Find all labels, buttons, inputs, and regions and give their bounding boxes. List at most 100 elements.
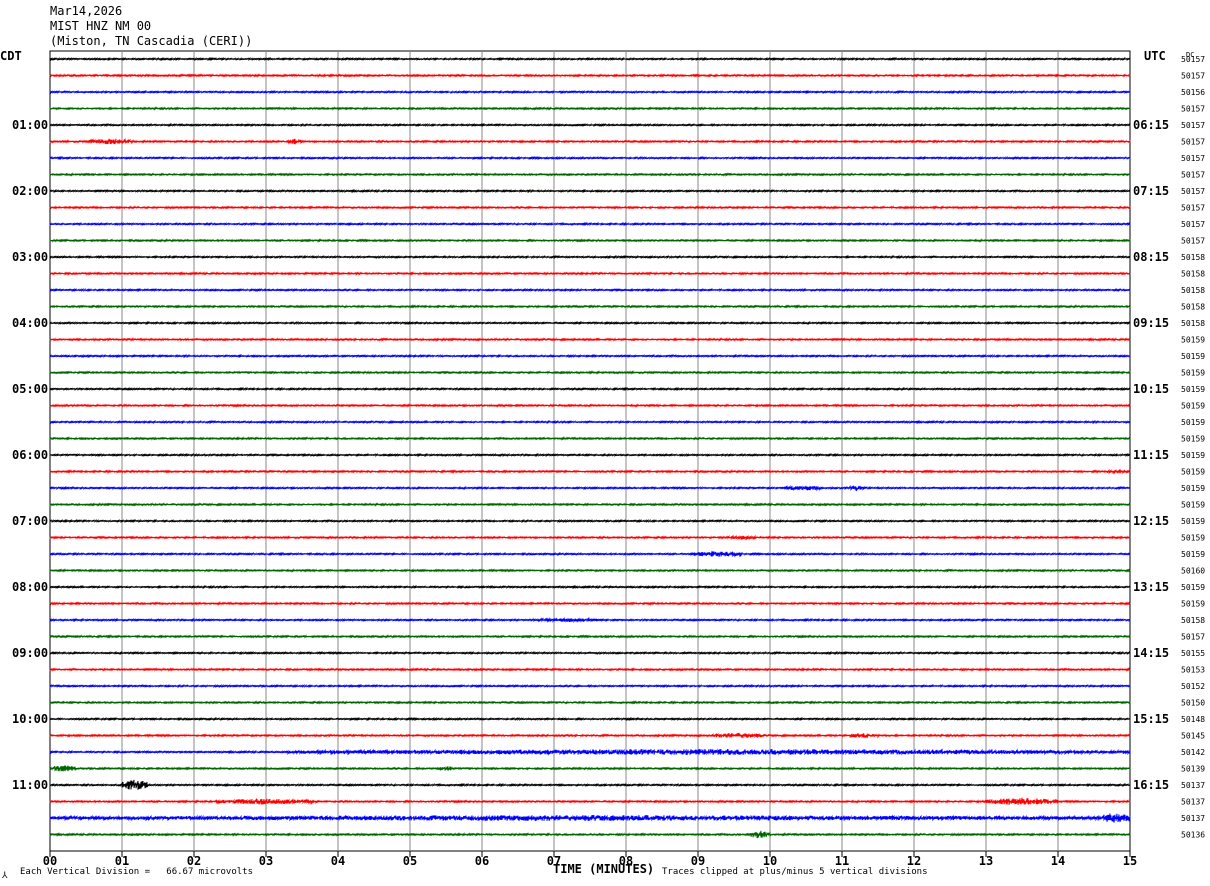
- seismic-trace: [49, 221, 1131, 227]
- right-hour-label: 16:15: [1133, 778, 1169, 792]
- seismic-trace: [49, 550, 1131, 558]
- dc-offset-label: 50155: [1181, 649, 1205, 658]
- dc-offset-label: 50137: [1181, 781, 1205, 790]
- seismic-trace: [49, 732, 1131, 739]
- x-tick-label: 04: [331, 854, 345, 868]
- x-tick-label: 11: [835, 854, 849, 868]
- seismic-trace: [49, 304, 1131, 309]
- dc-offset-label: 50145: [1181, 732, 1205, 741]
- plot-title: MIST HNZ NM 00: [50, 19, 152, 33]
- seismic-trace: [49, 584, 1131, 590]
- right-hour-label: 07:15: [1133, 184, 1169, 198]
- seismic-trace: [49, 830, 1131, 839]
- seismic-trace: [49, 56, 1131, 62]
- dc-offset-label: 50157: [1181, 633, 1205, 642]
- x-tick-label: 07: [547, 854, 561, 868]
- seismic-trace: [49, 502, 1131, 507]
- seismic-trace: [49, 650, 1131, 656]
- x-tick-label: 03: [259, 854, 273, 868]
- dc-offset-label: 50157: [1181, 121, 1205, 130]
- seismic-trace: [49, 534, 1131, 541]
- seismic-trace: [49, 353, 1131, 359]
- x-tick-label: 15: [1123, 854, 1137, 868]
- seismic-trace: [49, 205, 1131, 210]
- dc-offset-label: 50159: [1181, 336, 1205, 345]
- dc-offset-label: 50159: [1181, 501, 1205, 510]
- dc-offset-label: 50158: [1181, 319, 1205, 328]
- dc-offset-label: 50157: [1181, 220, 1205, 229]
- dc-offset-label: 50159: [1181, 517, 1205, 526]
- right-timezone-label: UTC: [1144, 49, 1166, 63]
- seismic-trace: [49, 813, 1131, 823]
- seismic-trace: [49, 484, 1131, 492]
- x-tick-label: 12: [907, 854, 921, 868]
- left-hour-label: 04:00: [12, 316, 48, 330]
- seismic-trace: [49, 765, 1131, 772]
- dc-offset-label: 50159: [1181, 468, 1205, 477]
- left-hour-label: 07:00: [12, 514, 48, 528]
- seismic-trace: [49, 748, 1131, 756]
- dc-offset-label: 50159: [1181, 583, 1205, 592]
- left-hour-label: 06:00: [12, 448, 48, 462]
- dc-offset-label: 50159: [1181, 451, 1205, 460]
- x-tick-label: 06: [475, 854, 489, 868]
- dc-offset-label: 50159: [1181, 484, 1205, 493]
- x-tick-label: 05: [403, 854, 417, 868]
- left-timezone-label: CDT: [0, 49, 22, 63]
- right-hour-label: 09:15: [1133, 316, 1169, 330]
- dc-offset-label: 50158: [1181, 303, 1205, 312]
- x-tick-label: 08: [619, 854, 633, 868]
- seismic-trace: [49, 172, 1131, 177]
- dc-offset-label: 50157: [1181, 55, 1205, 64]
- x-tick-label: 02: [187, 854, 201, 868]
- seismic-trace: [49, 667, 1131, 672]
- dc-offset-label: 50157: [1181, 237, 1205, 246]
- dc-offset-label: 50159: [1181, 600, 1205, 609]
- left-hour-label: 08:00: [12, 580, 48, 594]
- seismic-trace: [49, 468, 1131, 475]
- seismic-trace: [49, 386, 1131, 392]
- x-axis-label: TIME (MINUTES): [553, 862, 655, 876]
- dc-offset-label: 50157: [1181, 204, 1205, 213]
- seismic-trace: [49, 700, 1131, 705]
- dc-offset-label: 50152: [1181, 682, 1205, 691]
- x-tick-label: 01: [115, 854, 129, 868]
- x-tick-label: 10: [763, 854, 777, 868]
- dc-offset-label: 50160: [1181, 567, 1205, 576]
- x-tick-label: 09: [691, 854, 705, 868]
- dc-offset-label: 50159: [1181, 435, 1205, 444]
- left-hour-label: 03:00: [12, 250, 48, 264]
- right-hour-label: 13:15: [1133, 580, 1169, 594]
- dc-offset-label: 50157: [1181, 138, 1205, 147]
- dc-offset-label: 50159: [1181, 369, 1205, 378]
- seismic-trace: [49, 89, 1131, 95]
- seismic-trace: [49, 320, 1131, 326]
- dc-offset-label: 50158: [1181, 616, 1205, 625]
- dc-offset-label: 50157: [1181, 72, 1205, 81]
- dc-offset-label: 50142: [1181, 748, 1205, 757]
- dc-offset-label: 50158: [1181, 270, 1205, 279]
- dc-offset-label: 50158: [1181, 286, 1205, 295]
- seismic-trace: [49, 403, 1131, 408]
- seismic-trace: [49, 254, 1131, 260]
- plot-frame: [49, 50, 1131, 852]
- seismic-trace: [49, 797, 1131, 806]
- seismic-trace: [49, 634, 1131, 639]
- left-hour-label: 09:00: [12, 646, 48, 660]
- dc-offset-label: 50137: [1181, 814, 1205, 823]
- dc-offset-label: 50139: [1181, 765, 1205, 774]
- seismic-trace: [49, 370, 1131, 375]
- dc-offset-label: 50159: [1181, 402, 1205, 411]
- seismic-trace: [49, 616, 1131, 624]
- right-hour-label: 08:15: [1133, 250, 1169, 264]
- x-tick-label: 14: [1051, 854, 1065, 868]
- seismic-trace: [49, 271, 1131, 276]
- station-location: (Miston, TN Cascadia (CERI)): [50, 34, 253, 48]
- right-hour-label: 14:15: [1133, 646, 1169, 660]
- left-hour-label: 11:00: [12, 778, 48, 792]
- dc-offset-label: 50157: [1181, 105, 1205, 114]
- seismic-trace: [49, 568, 1131, 573]
- dc-offset-label: 50159: [1181, 385, 1205, 394]
- plot-date: Mar14,2026: [50, 4, 123, 18]
